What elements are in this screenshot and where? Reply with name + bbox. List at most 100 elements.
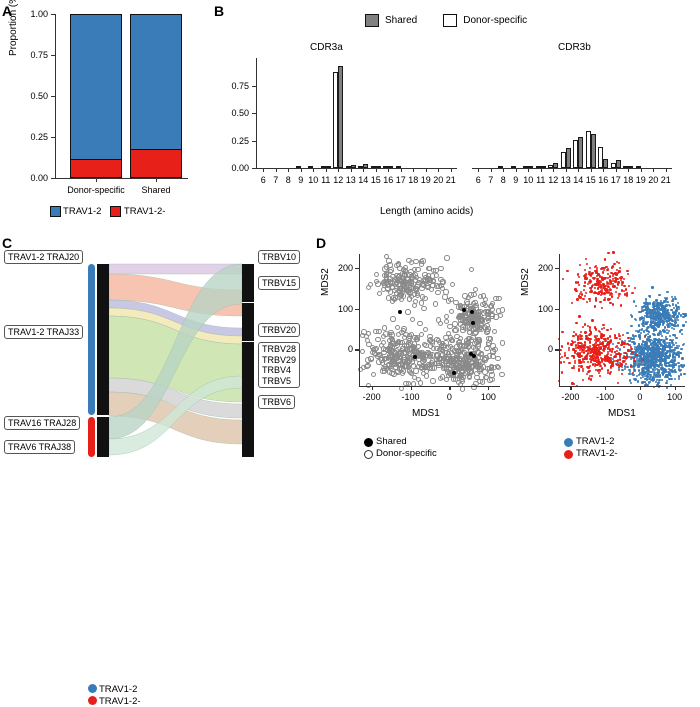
scatter-point — [576, 298, 579, 301]
scatter-point — [600, 335, 603, 338]
scatter-point — [678, 365, 681, 368]
alluvial-ribbon[interactable] — [108, 375, 243, 456]
scatter-point — [658, 373, 662, 377]
x-tick — [565, 168, 567, 172]
scatter-point — [672, 361, 675, 365]
scatter-point — [602, 283, 605, 286]
scatter-point — [665, 296, 668, 299]
scatter-point — [585, 257, 588, 260]
scatter-point — [657, 313, 661, 317]
node-bar-left-trav1-2-neg[interactable] — [97, 417, 109, 457]
alluvial-node-label-left[interactable]: TRAV6 TRAJ38 — [4, 440, 76, 455]
node-bar-right-a[interactable] — [242, 264, 254, 302]
scatter-point — [664, 359, 667, 362]
scatter-point — [679, 351, 683, 354]
scatter-point — [605, 356, 608, 359]
panel-a: A Proportion (%) 0.00 0.25 0.50 0.75 1.00 Do… — [0, 0, 210, 232]
scatter-point — [616, 277, 619, 280]
scatter-point — [602, 362, 606, 365]
node-bar-right-c[interactable] — [242, 342, 254, 457]
scatter-point — [588, 365, 592, 368]
histogram-bar — [295, 166, 301, 168]
scatter-point — [656, 321, 660, 324]
scatter-point — [656, 351, 659, 355]
y-tick-label: 0.75 — [231, 80, 249, 91]
panel-a-label: A — [2, 3, 13, 19]
scatter-point — [665, 337, 668, 341]
scatter-point — [647, 363, 650, 366]
bar-segment-trav1-2-neg — [71, 158, 121, 177]
scatter-point — [658, 350, 662, 353]
scatter-point — [597, 369, 600, 372]
scatter-point — [655, 379, 658, 382]
scatter-point — [659, 330, 662, 333]
scatter-point — [581, 337, 584, 340]
scatter-point — [677, 312, 681, 315]
scatter-point — [576, 335, 580, 338]
scatter-point — [669, 316, 672, 319]
legend-dot — [88, 684, 97, 693]
alluvial-node-label-right[interactable]: TRBV20 — [258, 323, 301, 338]
scatter-point — [577, 364, 581, 367]
scatter-point — [649, 310, 652, 313]
scatter-point — [624, 363, 627, 366]
scatter-point — [622, 351, 625, 355]
alluvial-node-label-left[interactable]: TRAV16 TRAJ28 — [4, 416, 81, 431]
scatter-point — [447, 323, 453, 330]
alluvial-node-label-right[interactable]: TRBV6 — [258, 395, 296, 410]
node-bar-right-b[interactable] — [242, 303, 254, 341]
node-bar-left-trav1-2[interactable] — [97, 264, 109, 415]
scatter-point — [654, 314, 658, 317]
scatter-point — [623, 289, 626, 292]
stacked-bar-shared[interactable] — [130, 14, 182, 178]
scatter-point — [664, 362, 667, 365]
x-tick — [363, 168, 365, 172]
alluvial-node-label-right[interactable]: TRBV10 — [258, 250, 301, 265]
scatter-point — [399, 329, 405, 336]
scatter-point — [635, 358, 639, 361]
alluvial-node-label-right[interactable]: TRBV15 — [258, 276, 301, 291]
scatter-point — [603, 298, 606, 302]
scatter-point — [591, 319, 594, 322]
scatter-point — [637, 342, 640, 346]
stacked-bar-donor-specific[interactable] — [70, 14, 122, 178]
scatter-point — [669, 353, 672, 356]
cdr3b-x-axis — [472, 168, 672, 170]
scatter-point — [376, 352, 382, 358]
scatter-point-shared — [452, 370, 457, 375]
scatter-point — [633, 317, 637, 321]
scatter-point — [655, 316, 658, 319]
scatter-point — [477, 294, 484, 300]
scatter-point — [381, 325, 387, 331]
scatter-point — [649, 302, 652, 305]
scatter-point — [661, 373, 665, 376]
scatter-point — [619, 343, 622, 347]
alluvial-node-label-right[interactable]: TRBV28 TRBV29 TRBV4 TRBV5 — [258, 342, 301, 389]
scatter-point — [432, 365, 438, 371]
scatter-point — [590, 378, 593, 381]
alluvial-node-label-left[interactable]: TRAV1-2 TRAJ20 — [4, 250, 84, 265]
scatter-point — [654, 342, 657, 345]
scatter-point — [650, 371, 653, 374]
scatter-point — [610, 339, 613, 342]
scatter-point — [637, 380, 640, 383]
x-tick-label: 0 — [446, 392, 452, 402]
scatter-point — [605, 265, 608, 269]
histogram-bar — [590, 134, 596, 168]
y-tick — [252, 168, 256, 170]
scatter-point — [366, 341, 372, 348]
alluvial-node-label-left[interactable]: TRAV1-2 TRAJ33 — [4, 325, 84, 340]
scatter-point — [590, 285, 594, 288]
panel-a-y-axis — [55, 14, 57, 179]
scatter-point — [609, 366, 612, 369]
scatter-point — [466, 343, 472, 350]
scatter-point — [679, 373, 682, 376]
scatter-point — [570, 367, 573, 370]
scatter-point — [652, 376, 655, 379]
scatter-point — [591, 350, 594, 354]
scatter-point — [671, 299, 674, 303]
scatter-point — [598, 371, 601, 374]
scatter-point — [584, 291, 587, 295]
scatter-point — [604, 276, 607, 280]
scatter-point — [669, 384, 673, 387]
